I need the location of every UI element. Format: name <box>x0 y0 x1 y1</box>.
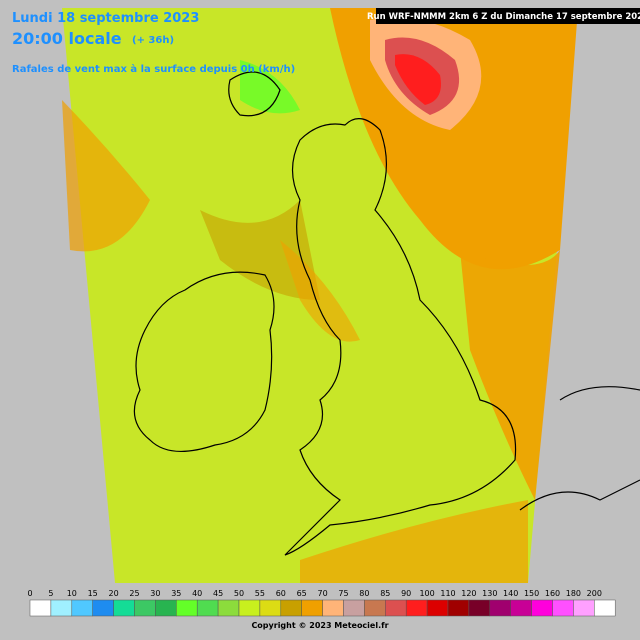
legend-swatch <box>71 599 93 617</box>
legend-swatch <box>552 599 574 617</box>
legend-label: 75 <box>338 589 348 598</box>
legend-label: 140 <box>503 589 518 598</box>
legend-label: 200 <box>587 589 602 598</box>
legend-label: 25 <box>129 589 139 598</box>
legend-swatch <box>447 599 470 617</box>
legend-swatch <box>155 599 177 617</box>
legend-label: 30 <box>150 589 160 598</box>
legend-swatch <box>468 599 491 617</box>
legend-swatch <box>426 599 449 617</box>
legend-swatch <box>92 599 114 617</box>
legend-swatch <box>196 599 219 617</box>
lead-time: (+ 36h) <box>132 35 174 46</box>
legend-swatch <box>573 599 595 617</box>
legend-swatch <box>259 599 282 617</box>
legend-swatch <box>364 599 386 617</box>
legend-swatch <box>489 599 511 617</box>
legend-label: 100 <box>419 589 434 598</box>
legend-swatch <box>176 599 198 617</box>
copyright: Copyright © 2023 Meteociel.fr <box>251 621 388 630</box>
legend-label: 35 <box>171 589 181 598</box>
legend-swatch <box>385 599 407 617</box>
legend-swatch <box>238 599 261 617</box>
run-box <box>376 8 640 24</box>
legend-swatch <box>50 599 73 617</box>
legend-label: 55 <box>255 589 265 598</box>
legend-swatch <box>217 599 240 617</box>
parameter: Rafales de vent max à la surface depuis … <box>12 63 295 75</box>
legend-label: 40 <box>192 589 202 598</box>
legend-swatch <box>405 599 428 617</box>
legend-label: 15 <box>88 589 98 598</box>
legend-swatch <box>280 599 302 617</box>
legend-swatch <box>113 599 135 617</box>
legend-label: 90 <box>401 589 411 598</box>
legend-swatch <box>531 599 553 617</box>
legend-label: 80 <box>359 589 369 598</box>
legend-label: 60 <box>276 589 286 598</box>
legend-label: 150 <box>524 589 539 598</box>
legend-swatch <box>29 599 52 617</box>
legend-label: 160 <box>545 589 560 598</box>
legend-label: 20 <box>109 589 119 598</box>
legend-swatch <box>301 599 323 617</box>
forecast-field <box>62 8 578 583</box>
legend-label: 45 <box>213 589 223 598</box>
legend-label: 85 <box>380 589 390 598</box>
legend: 0 5 10 15 20 25 30 35 40 45 50 55 60 65 70 75 80 85 90 100 1… <box>27 589 616 617</box>
legend-label: 130 <box>482 589 497 598</box>
legend-label: 10 <box>67 589 77 598</box>
legend-label: 70 <box>318 589 328 598</box>
legend-swatch <box>134 599 156 617</box>
time: 20:00 locale <box>12 29 122 48</box>
legend-label: 50 <box>234 589 244 598</box>
date: Lundi 18 septembre 2023 <box>12 11 199 26</box>
legend-label: 0 <box>27 589 32 598</box>
legend-label: 65 <box>297 589 307 598</box>
legend-label: 5 <box>48 589 53 598</box>
legend-label: 120 <box>461 589 476 598</box>
legend-label: 180 <box>566 589 581 598</box>
legend-swatch <box>594 599 616 617</box>
legend-swatch <box>343 599 365 617</box>
legend-swatch <box>322 599 344 617</box>
run-info: Run WRF-NMMM 2km 6 Z du Dimanche 17 sept… <box>367 12 640 22</box>
legend-swatch <box>510 599 532 617</box>
legend-label: 110 <box>440 589 455 598</box>
coastlines <box>133 71 640 556</box>
